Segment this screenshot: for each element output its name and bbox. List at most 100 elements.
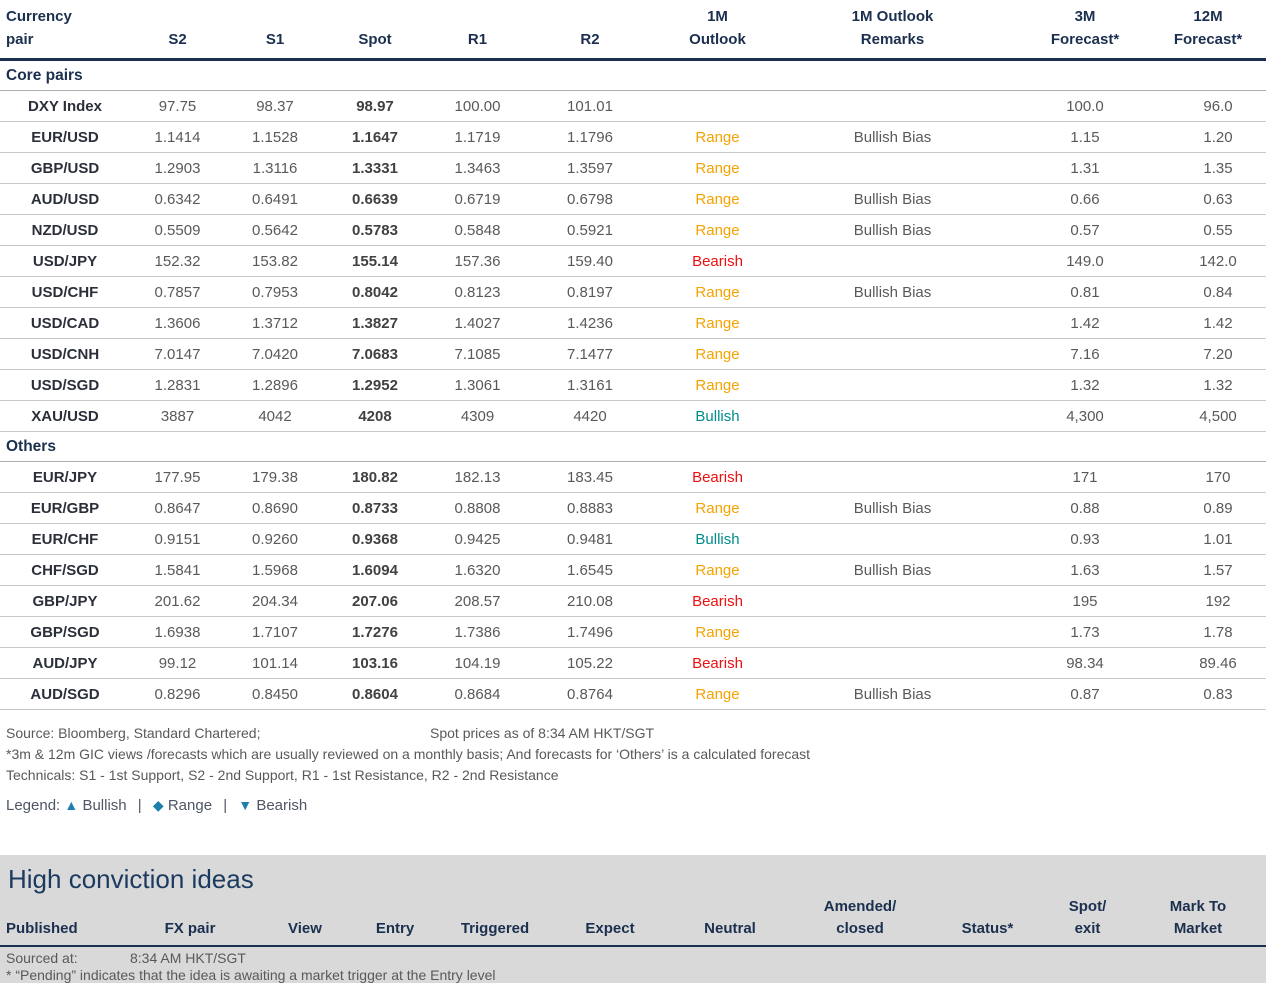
- hc-col-neutral: Neutral: [670, 896, 790, 946]
- spot-cell: 1.3331: [325, 153, 425, 184]
- hc-col-amended-closed: Amended/ closed: [790, 896, 930, 946]
- forecast-3m-cell: 1.31: [1000, 153, 1170, 184]
- r1-cell: 1.4027: [425, 308, 530, 339]
- outlook-1m-cell: Bullish: [650, 524, 785, 555]
- s2-cell: 97.75: [130, 91, 225, 122]
- s1-cell: 1.2896: [225, 370, 325, 401]
- s2-cell: 0.9151: [130, 524, 225, 555]
- r1-cell: 157.36: [425, 246, 530, 277]
- col-header-12m-forecast: 12M Forecast*: [1170, 0, 1266, 60]
- outlook-remarks-cell: [785, 524, 1000, 555]
- spot-cell: 0.8604: [325, 679, 425, 710]
- currency-pair-cell: AUD/USD: [0, 184, 130, 215]
- hc-col-status: Status*: [930, 896, 1045, 946]
- forecast-12m-cell: 192: [1170, 586, 1266, 617]
- r1-cell: 7.1085: [425, 339, 530, 370]
- currency-pair-cell: USD/CNH: [0, 339, 130, 370]
- col-header-spot: Spot: [325, 0, 425, 60]
- currency-pair-cell: USD/JPY: [0, 246, 130, 277]
- r1-cell: 100.00: [425, 91, 530, 122]
- currency-pair-cell: DXY Index: [0, 91, 130, 122]
- outlook-remarks-cell: Bullish Bias: [785, 215, 1000, 246]
- spot-cell: 1.3827: [325, 308, 425, 339]
- outlook-remarks-cell: [785, 370, 1000, 401]
- outlook-1m-cell: Range: [650, 184, 785, 215]
- currency-pair-cell: USD/CHF: [0, 277, 130, 308]
- hc-col-fx-pair: FX pair: [120, 896, 260, 946]
- outlook-1m-cell: Range: [650, 339, 785, 370]
- spot-cell: 1.2952: [325, 370, 425, 401]
- s2-cell: 3887: [130, 401, 225, 432]
- s1-cell: 7.0420: [225, 339, 325, 370]
- r2-cell: 101.01: [530, 91, 650, 122]
- s1-cell: 179.38: [225, 462, 325, 493]
- r2-cell: 4420: [530, 401, 650, 432]
- forecast-3m-cell: 1.32: [1000, 370, 1170, 401]
- outlook-remarks-cell: Bullish Bias: [785, 493, 1000, 524]
- legend: Legend: ▲ Bullish | ◆ Range | ▼ Bearish: [0, 797, 1266, 814]
- currency-pair-cell: EUR/CHF: [0, 524, 130, 555]
- col-header-r1: R1: [425, 0, 530, 60]
- forecast-12m-cell: 0.89: [1170, 493, 1266, 524]
- s1-cell: 98.37: [225, 91, 325, 122]
- spot-cell: 103.16: [325, 648, 425, 679]
- s2-cell: 1.2831: [130, 370, 225, 401]
- r1-cell: 0.8684: [425, 679, 530, 710]
- currency-pair-cell: GBP/USD: [0, 153, 130, 184]
- s1-cell: 0.9260: [225, 524, 325, 555]
- hc-col-view: View: [260, 896, 350, 946]
- outlook-remarks-cell: [785, 617, 1000, 648]
- r2-cell: 0.8883: [530, 493, 650, 524]
- forecast-12m-cell: 96.0: [1170, 91, 1266, 122]
- r1-cell: 0.6719: [425, 184, 530, 215]
- s1-cell: 1.1528: [225, 122, 325, 153]
- forecast-12m-cell: 0.55: [1170, 215, 1266, 246]
- legend-bearish-label: Bearish: [256, 797, 307, 814]
- hc-col-expect: Expect: [550, 896, 670, 946]
- outlook-1m-cell: Range: [650, 308, 785, 339]
- section-header-row: Core pairs: [0, 60, 1266, 91]
- currency-pair-cell: AUD/SGD: [0, 679, 130, 710]
- currency-pair-cell: GBP/SGD: [0, 617, 130, 648]
- forecast-12m-cell: 1.20: [1170, 122, 1266, 153]
- forecast-12m-cell: 170: [1170, 462, 1266, 493]
- hc-col-spot-exit: Spot/ exit: [1045, 896, 1130, 946]
- currency-pair-cell: AUD/JPY: [0, 648, 130, 679]
- currency-pair-cell: XAU/USD: [0, 401, 130, 432]
- hc-col-published: Published: [0, 896, 120, 946]
- r2-cell: 1.7496: [530, 617, 650, 648]
- col-header-1m-outlook-remarks: 1M Outlook Remarks: [785, 0, 1000, 60]
- outlook-1m-cell: Range: [650, 153, 785, 184]
- r1-cell: 1.3463: [425, 153, 530, 184]
- spot-cell: 180.82: [325, 462, 425, 493]
- r2-cell: 0.5921: [530, 215, 650, 246]
- r2-cell: 0.8197: [530, 277, 650, 308]
- spot-asof-text: Spot prices as of 8:34 AM HKT/SGT: [430, 723, 654, 744]
- spot-cell: 207.06: [325, 586, 425, 617]
- bullish-triangle-up-icon: ▲: [64, 797, 78, 813]
- s2-cell: 1.2903: [130, 153, 225, 184]
- forecast-3m-cell: 98.34: [1000, 648, 1170, 679]
- outlook-1m-cell: Range: [650, 277, 785, 308]
- col-header-s1: S1: [225, 0, 325, 60]
- r2-cell: 7.1477: [530, 339, 650, 370]
- outlook-1m-cell: Range: [650, 555, 785, 586]
- outlook-remarks-cell: [785, 401, 1000, 432]
- forecast-3m-cell: 0.93: [1000, 524, 1170, 555]
- r2-cell: 0.6798: [530, 184, 650, 215]
- range-diamond-icon: ◆: [153, 797, 164, 813]
- high-conviction-header-row: Published FX pair View Entry Triggered E…: [0, 896, 1266, 946]
- outlook-remarks-cell: [785, 648, 1000, 679]
- forecast-3m-cell: 1.63: [1000, 555, 1170, 586]
- s2-cell: 177.95: [130, 462, 225, 493]
- r1-cell: 0.9425: [425, 524, 530, 555]
- s2-cell: 1.1414: [130, 122, 225, 153]
- forecast-3m-cell: 195: [1000, 586, 1170, 617]
